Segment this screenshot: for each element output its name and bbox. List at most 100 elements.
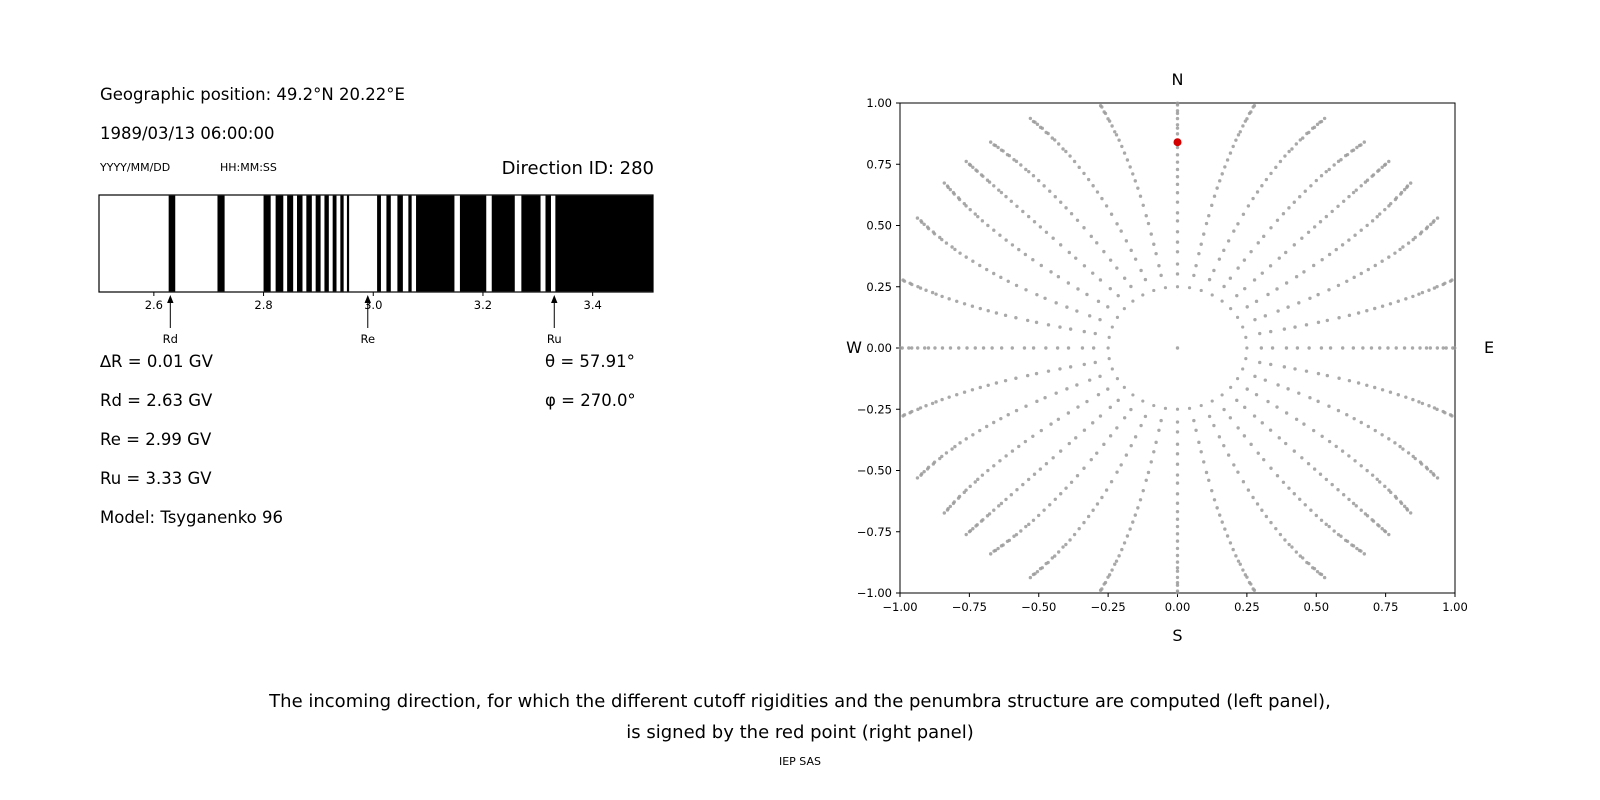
scatter-dot [951,190,956,195]
scatter-dot [1152,242,1156,246]
scatter-dot [1398,444,1402,449]
scatter-dot [1005,152,1010,157]
scatter-dot [1089,457,1093,462]
scatter-dot [1144,478,1148,482]
scatter-dot [1453,346,1457,350]
scatter-dot [1192,418,1196,423]
scatter-dot [1351,544,1356,548]
scatter-dot [1435,216,1440,220]
scatter-dot [1245,575,1249,579]
param-row: Ru = 3.33 GV [100,469,654,508]
scatter-dot [984,267,989,272]
scatter-dot [1373,306,1377,311]
scatter-dot [1269,226,1273,230]
scatter-dot [984,424,989,429]
scatter-dot [958,251,962,255]
scatter-dot [1048,189,1052,193]
scatter-dot [1163,286,1168,290]
scatter-dot [1353,459,1357,463]
scatter-dot [1175,145,1180,150]
scatter-dot [1277,436,1281,440]
scatter-dot [1093,331,1097,336]
scatter-dot [1210,293,1214,297]
scatter-dot [1301,136,1305,140]
scatter-dot [1251,196,1255,201]
scatter-dot [1294,275,1299,279]
scatter-dot [1377,168,1381,172]
scatter-dot [1175,420,1180,424]
compass-west-label: W [846,338,862,357]
x-tick-label: 0.75 [1373,600,1399,614]
scatter-dot [1284,411,1289,415]
scatter-dot [1139,268,1143,273]
scatter-dot [1405,508,1410,512]
scatter-dot [1231,547,1235,552]
scatter-dot [1019,163,1023,167]
scatter-dot [996,145,1000,150]
scatter-dot [962,201,966,206]
scatter-dot [1194,428,1198,433]
scatter-dot [1428,346,1433,350]
scatter-dot [1351,501,1356,506]
scatter-dot [980,219,985,223]
scatter-dot [1286,387,1290,391]
scatter-dot [1082,329,1086,334]
scatter-dot [1228,541,1233,545]
scatter-dot [1339,534,1343,538]
scatter-dot [1432,406,1437,410]
scatter-dot [1359,143,1363,147]
scatter-dot [1217,257,1222,261]
scatter-dot [1388,302,1393,306]
scatter-dot [1053,497,1057,501]
scatter-dot [1290,147,1294,151]
scatter-dot [1309,184,1313,188]
scatter-dot [1210,488,1214,493]
scatter-dot [1098,588,1103,592]
scatter-dot [1082,362,1086,367]
scatter-dot [1336,159,1341,164]
scatter-dot [1175,532,1180,536]
scatter-dot [908,411,912,415]
y-tick-label: −0.50 [857,464,892,478]
scatter-dot [1275,405,1279,409]
scatter-dot [1419,462,1424,466]
scatter-dot [1373,385,1377,390]
scatter-dot [1175,473,1180,477]
scatter-dot [1115,470,1119,474]
scatter-dot [986,468,990,473]
scatter-dot [999,501,1004,506]
scatter-dot [988,552,993,556]
scatter-dot [1091,184,1095,188]
scatter-dot [1133,435,1138,439]
theta-value: θ = 57.91° [545,352,635,371]
scatter-dot [964,437,968,441]
scatter-dot [1077,165,1081,170]
scatter-dot [1324,169,1328,174]
scatter-dot [1175,230,1180,234]
scatter-dot [1022,346,1027,350]
scatter-dot [1215,186,1219,190]
scatter-dot [1322,116,1327,121]
scatter-dot [908,281,912,285]
scatter-dot [1263,314,1268,318]
scatter-dot [1365,309,1369,313]
scatter-dot [976,214,980,219]
scatter-dot [1021,482,1025,487]
scatter-dot [1175,272,1180,276]
scatter-dot [1300,456,1304,460]
penumbra-barcode-plot: 2.6 2.8 3.0 3.2 3.4Rd Re Ru [98,194,654,346]
scatter-dot [1238,562,1242,566]
scatter-dot [1106,575,1110,579]
penumbra-band [332,195,337,292]
scatter-dot [1149,232,1153,236]
x-tick-label: −1.00 [882,600,917,614]
scatter-dot [992,271,996,276]
scatter-dot [1095,451,1099,455]
scatter-dot [915,216,920,220]
scatter-dot [1133,179,1137,183]
scatter-dot [1175,346,1180,350]
scatter-dot [1413,456,1417,461]
scatter-dot [1034,320,1039,325]
scatter-dot [1334,247,1338,252]
scatter-dot [1260,184,1264,188]
